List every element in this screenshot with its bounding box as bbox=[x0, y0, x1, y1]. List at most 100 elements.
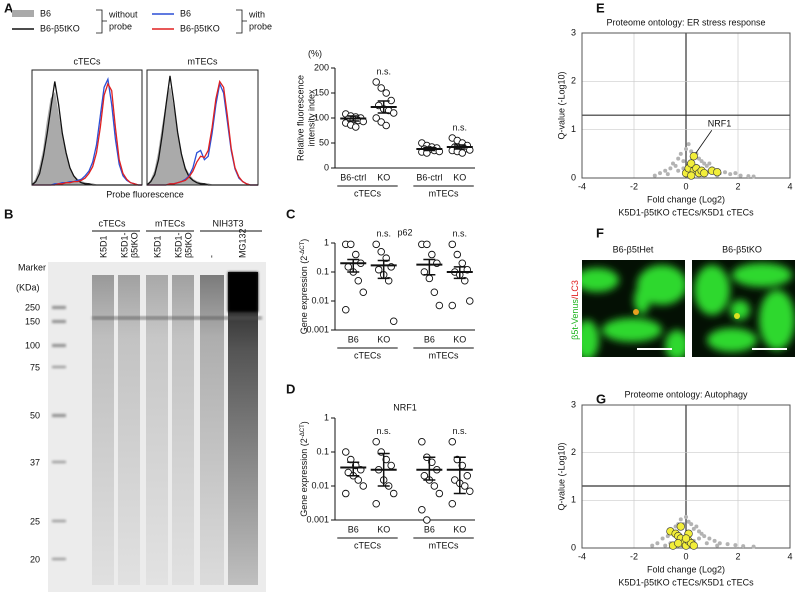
annotation-leader bbox=[695, 130, 713, 154]
y-tick-label: 0.001 bbox=[306, 514, 329, 524]
blot-lane bbox=[146, 275, 168, 585]
y-axis-label: Relative fluorescence bbox=[295, 75, 305, 161]
background-point bbox=[678, 517, 683, 522]
y-tick-label: 0.001 bbox=[306, 324, 329, 334]
x-tick-label: KO bbox=[377, 334, 390, 344]
marker-size: 37 bbox=[30, 457, 40, 467]
lane-label: MG132 bbox=[237, 228, 247, 258]
highlight-point bbox=[713, 168, 722, 177]
blot-lane bbox=[228, 272, 258, 585]
background-point bbox=[707, 161, 712, 166]
highlight-point bbox=[681, 534, 691, 543]
background-point bbox=[738, 173, 743, 178]
background-point bbox=[751, 174, 756, 179]
data-point bbox=[382, 121, 390, 130]
background-point bbox=[704, 163, 709, 168]
y-tick-label: 1 bbox=[571, 124, 576, 134]
highlight-point bbox=[687, 171, 696, 180]
data-point bbox=[466, 297, 474, 305]
background-point bbox=[691, 526, 696, 531]
background-point bbox=[684, 147, 688, 151]
legend-group: with bbox=[248, 9, 265, 19]
x-axis-label: Fold change (Log2) bbox=[647, 564, 725, 574]
background-point bbox=[746, 174, 751, 179]
group-label: cTECs bbox=[354, 188, 382, 198]
background-point bbox=[697, 536, 701, 541]
background-point bbox=[658, 171, 662, 176]
marker-size: 75 bbox=[30, 362, 40, 372]
data-point bbox=[458, 259, 467, 268]
blot-band bbox=[92, 316, 262, 320]
data-point bbox=[372, 78, 380, 86]
x-tick-label: 2 bbox=[735, 551, 740, 561]
background-point bbox=[676, 156, 681, 161]
error-bar bbox=[453, 266, 466, 280]
y-tick-label: 200 bbox=[314, 62, 329, 72]
y-axis-label: Gene expression (2-ΔCT) bbox=[299, 421, 309, 517]
highlight-point bbox=[676, 522, 685, 531]
background-point bbox=[707, 536, 712, 541]
micrograph bbox=[582, 260, 685, 357]
panel-title: p62 bbox=[397, 227, 412, 237]
background-point bbox=[717, 541, 722, 546]
background-point bbox=[681, 166, 686, 171]
data-point bbox=[352, 123, 360, 131]
lane-label: K5D1- bbox=[119, 232, 129, 258]
panel-label: C bbox=[286, 206, 296, 221]
data-point bbox=[448, 500, 457, 508]
y-label-text: Gene expression (2 bbox=[299, 438, 309, 517]
x-axis-sublabel: K5D1-β5tKO cTECs/K5D1 cTECs bbox=[618, 577, 754, 587]
background-point bbox=[697, 156, 701, 161]
data-point bbox=[420, 472, 429, 480]
x-axis-label: Fold change (Log2) bbox=[647, 194, 725, 204]
y-tick-label: 0 bbox=[571, 172, 576, 182]
y-tick-label: 100 bbox=[314, 112, 329, 122]
lane-label: K5D1- bbox=[173, 232, 183, 258]
data-point bbox=[389, 489, 398, 498]
stain-label: β5t-Venus/LC3 bbox=[570, 280, 580, 340]
x-tick-label: B6 bbox=[424, 524, 435, 534]
data-point bbox=[374, 265, 383, 274]
legend-swatch bbox=[12, 10, 34, 17]
error-bar bbox=[423, 258, 436, 276]
lane-label: - bbox=[206, 255, 216, 258]
blot-group: NIH3T3 bbox=[212, 218, 243, 228]
highlight-point bbox=[674, 539, 683, 548]
panel-label: A bbox=[4, 0, 14, 15]
data-point bbox=[342, 489, 350, 498]
blot-lane bbox=[92, 275, 114, 585]
x-tick-label: KO bbox=[453, 334, 466, 344]
x-tick-label: B6-ctrl bbox=[340, 172, 366, 182]
histogram-area bbox=[31, 91, 142, 186]
marker-size: 100 bbox=[25, 340, 40, 350]
error-bar bbox=[423, 146, 436, 152]
x-tick-label: -4 bbox=[578, 551, 586, 561]
y-tick-label: 150 bbox=[314, 87, 329, 97]
highlight-point bbox=[687, 159, 696, 168]
lane-label: K5D1 bbox=[98, 235, 108, 258]
significance: n.s. bbox=[453, 122, 468, 132]
panel-label: D bbox=[286, 381, 295, 396]
data-point bbox=[448, 240, 457, 249]
background-point bbox=[733, 543, 738, 548]
x-tick-label: B6-ctrl bbox=[416, 172, 442, 182]
stain-green: β5t-Venus bbox=[570, 299, 580, 340]
x-axis-label: Probe fluorescence bbox=[106, 189, 184, 199]
legend-bracket bbox=[236, 9, 247, 34]
error-bar bbox=[377, 452, 390, 487]
background-point bbox=[728, 172, 733, 177]
background-point bbox=[681, 159, 686, 164]
error-bar bbox=[347, 461, 360, 477]
data-point bbox=[354, 476, 363, 484]
group-label: mTECs bbox=[429, 350, 459, 360]
annotation: NRF1 bbox=[708, 119, 732, 129]
background-point bbox=[665, 172, 670, 177]
significance: n.s. bbox=[376, 66, 391, 76]
background-point bbox=[704, 541, 709, 546]
blot-group: mTECs bbox=[155, 218, 185, 228]
blot-band bbox=[228, 272, 258, 312]
data-point bbox=[430, 288, 439, 297]
x-tick-label: 0 bbox=[683, 551, 688, 561]
significance: n.s. bbox=[453, 426, 468, 436]
x-tick-label: B6 bbox=[348, 524, 359, 534]
